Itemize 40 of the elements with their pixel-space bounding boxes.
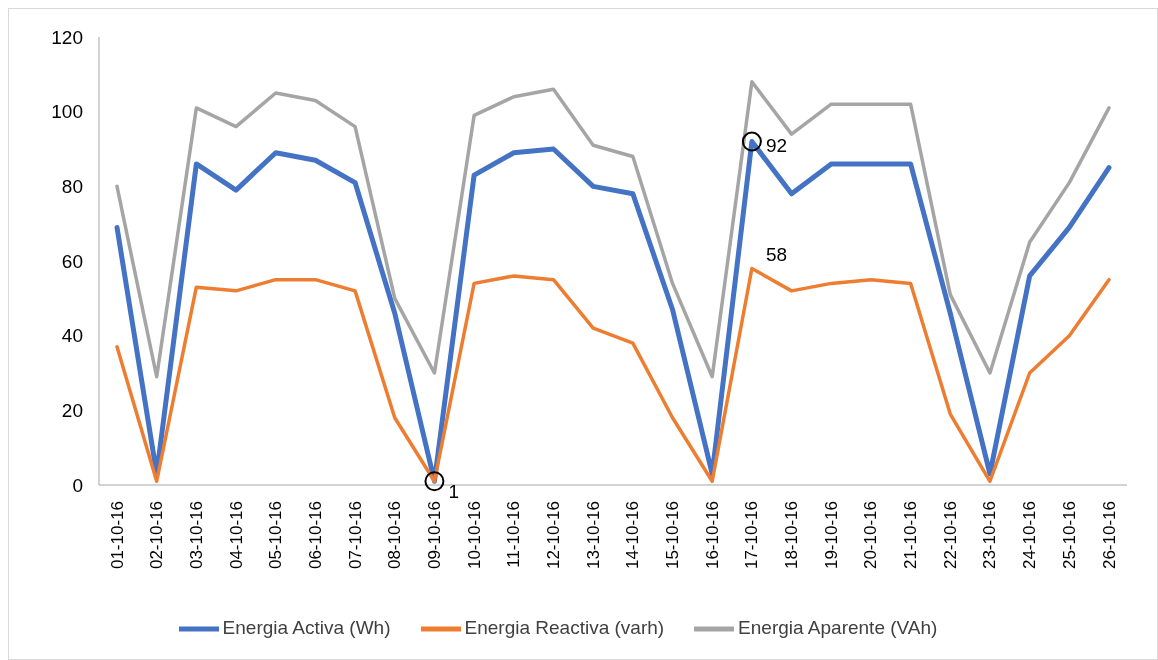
y-tick-label: 80 (61, 176, 83, 198)
x-tick-label: 03-10-16 (186, 501, 206, 570)
x-tick-label: 06-10-16 (305, 501, 325, 570)
x-tick-label: 15-10-16 (663, 501, 683, 570)
annotation: 1 (448, 480, 460, 502)
x-tick-label: 01-10-16 (107, 501, 127, 570)
x-tick-label: 22-10-16 (940, 501, 960, 570)
legend-label: Energia Activa (Wh) (222, 617, 391, 639)
x-tick-label: 25-10-16 (1059, 501, 1079, 570)
x-tick-label: 13-10-16 (583, 501, 603, 570)
y-tick-label: 20 (61, 400, 83, 422)
y-tick-label: 100 (51, 101, 83, 123)
y-tick-label: 40 (61, 325, 83, 347)
y-tick-label: 60 (61, 250, 83, 272)
annotation: 58 (765, 243, 788, 265)
x-tick-label: 12-10-16 (543, 501, 563, 570)
x-tick-label: 18-10-16 (782, 501, 802, 570)
x-tick-label: 24-10-16 (1020, 501, 1040, 570)
x-tick-label: 14-10-16 (623, 501, 643, 570)
line-series (115, 80, 1111, 379)
x-tick-label: 26-10-16 (1099, 501, 1119, 570)
x-tick-label: 20-10-16 (861, 501, 881, 570)
x-tick-label: 09-10-16 (424, 501, 444, 570)
x-tick-label: 19-10-16 (821, 501, 841, 570)
x-tick-label: 08-10-16 (385, 501, 405, 570)
x-tick-label: 11-10-16 (504, 501, 524, 568)
x-tick-label: 21-10-16 (901, 501, 921, 570)
legend-label: Energia Reactiva (varh) (464, 617, 665, 639)
legend-label: Energia Aparente (VAh) (738, 617, 938, 639)
x-tick-label: 07-10-16 (345, 501, 365, 570)
annotation: 92 (765, 135, 788, 157)
x-tick-label: 04-10-16 (226, 501, 246, 570)
y-tick-label: 0 (72, 474, 83, 496)
x-tick-label: 23-10-16 (980, 501, 1000, 570)
y-tick-label: 120 (51, 26, 83, 48)
x-tick-label: 10-10-16 (464, 501, 484, 570)
x-tick-label: 16-10-16 (702, 501, 722, 570)
x-tick-label: 02-10-16 (147, 501, 167, 570)
x-tick-label: 17-10-16 (742, 501, 762, 570)
x-tick-label: 05-10-16 (266, 501, 286, 570)
